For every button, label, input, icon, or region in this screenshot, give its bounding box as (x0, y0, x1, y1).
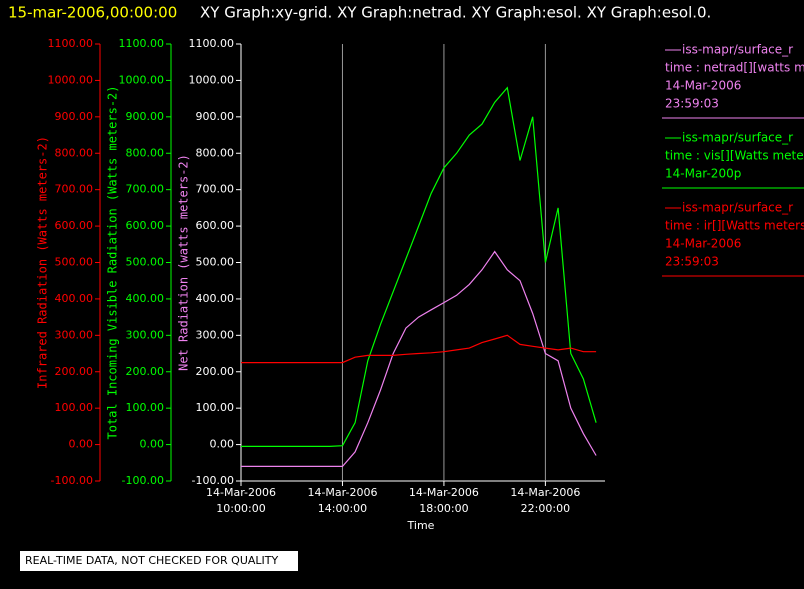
y-tick-label: -100.00 (192, 474, 234, 487)
x-tick-label: 22:00:00 (521, 502, 570, 515)
y-tick-label: 200.00 (196, 365, 235, 378)
y-tick-label: 1000.00 (48, 73, 94, 86)
x-tick-label: 14-Mar-2006 (206, 486, 276, 499)
y-tick-label: 1100.00 (189, 37, 235, 50)
y-tick-label: 300.00 (55, 328, 94, 341)
footnote: REAL-TIME DATA, NOT CHECKED FOR QUALITY (25, 554, 279, 567)
y-tick-label: 600.00 (55, 219, 94, 232)
y-tick-label: 1000.00 (119, 73, 165, 86)
y-tick-label: 800.00 (196, 146, 235, 159)
x-tick-label: 14-Mar-2006 (510, 486, 580, 499)
y-tick-label: 900.00 (196, 110, 235, 123)
legend-detail: 14-Mar-2006 (665, 79, 741, 93)
y-tick-label: 200.00 (55, 365, 94, 378)
legend-detail: time : netrad[][watts me (665, 61, 804, 75)
legend-detail: 23:59:03 (665, 255, 719, 269)
y-tick-label: 500.00 (55, 256, 94, 269)
legend-detail: 14-Mar-2006 (665, 237, 741, 251)
y-tick-label: 500.00 (126, 256, 165, 269)
y-tick-label: 300.00 (126, 328, 165, 341)
y-tick-label: -100.00 (51, 474, 93, 487)
y-tick-label: 900.00 (126, 110, 165, 123)
y-tick-label: 100.00 (55, 401, 94, 414)
y-tick-label: 1000.00 (189, 73, 235, 86)
x-axis-label: Time (407, 519, 435, 532)
x-tick-label: 10:00:00 (216, 502, 265, 515)
data-line (241, 250, 597, 467)
y-tick-label: 0.00 (210, 438, 235, 451)
x-tick-label: 14-Mar-2006 (307, 486, 377, 499)
y-tick-label: 800.00 (55, 146, 94, 159)
legend-label: iss-mapr/surface_r (682, 131, 793, 145)
y-tick-label: 400.00 (55, 292, 94, 305)
chart-title: 15-mar-2006,00:00:00 (8, 4, 177, 22)
y-tick-label: 600.00 (126, 219, 165, 232)
y-axis-label: Net Radiation (watts meters-2) (177, 154, 191, 371)
x-tick-label: 18:00:00 (419, 502, 468, 515)
y-axis-label: Infrared Radiation (Watts meters-2) (36, 136, 50, 389)
y-tick-label: 1100.00 (48, 37, 94, 50)
data-line (241, 334, 597, 364)
legend-label: iss-mapr/surface_r (682, 43, 793, 57)
y-tick-label: 100.00 (126, 401, 165, 414)
x-tick-label: 14-Mar-2006 (409, 486, 479, 499)
legend-detail: 14-Mar-200p (665, 167, 741, 181)
y-tick-label: 1100.00 (119, 37, 165, 50)
x-tick-label: 14:00:00 (318, 502, 367, 515)
y-tick-label: 700.00 (196, 183, 235, 196)
y-tick-label: 800.00 (126, 146, 165, 159)
legend-detail: 23:59:03 (665, 97, 719, 111)
y-tick-label: 400.00 (126, 292, 165, 305)
legend-label: iss-mapr/surface_r (682, 201, 793, 215)
y-tick-label: 0.00 (140, 438, 165, 451)
footnote-box (20, 551, 298, 571)
y-tick-label: 300.00 (196, 328, 235, 341)
y-tick-label: 200.00 (126, 365, 165, 378)
y-tick-label: 600.00 (196, 219, 235, 232)
data-line (241, 86, 597, 447)
legend-detail: time : vis[][Watts mete (665, 149, 804, 163)
y-tick-label: 700.00 (126, 183, 165, 196)
y-tick-label: 100.00 (196, 401, 235, 414)
y-tick-label: 700.00 (55, 183, 94, 196)
y-tick-label: 400.00 (196, 292, 235, 305)
y-axis-label: Total Incoming Visible Radiation (Watts … (106, 85, 120, 439)
y-tick-label: 900.00 (55, 110, 94, 123)
chart-subtitle: XY Graph:xy-grid. XY Graph:netrad. XY Gr… (200, 4, 711, 22)
legend-detail: time : ir[][Watts meters (665, 219, 804, 233)
y-tick-label: 0.00 (69, 438, 94, 451)
y-tick-label: 500.00 (196, 256, 235, 269)
y-tick-label: -100.00 (122, 474, 164, 487)
